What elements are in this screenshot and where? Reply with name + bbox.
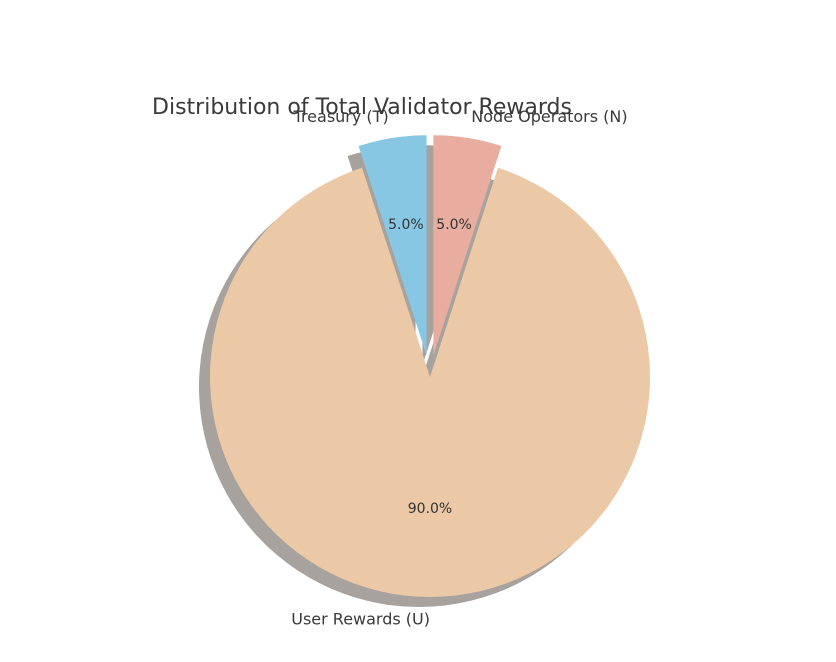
- slice-pct-node-operators-n: 5.0%: [436, 217, 472, 233]
- pie-slices: [210, 135, 651, 597]
- slice-label-node-operators-n: Node Operators (N): [471, 107, 627, 126]
- slice-user-rewards-u: [210, 167, 651, 597]
- slice-label-treasury-t: Treasury (T): [293, 107, 389, 126]
- slice-pct-treasury-t: 5.0%: [388, 217, 424, 233]
- slice-pct-user-rewards-u: 90.0%: [408, 501, 452, 517]
- slice-label-user-rewards-u: User Rewards (U): [291, 610, 430, 629]
- slice-node-operators-n: [433, 135, 502, 356]
- chart-title: Distribution of Total Validator Rewards: [152, 95, 572, 120]
- pie-labels: User Rewards (U) 90.0% Node Operators (N) 5…: [291, 107, 627, 629]
- slice-treasury-t: [358, 135, 427, 356]
